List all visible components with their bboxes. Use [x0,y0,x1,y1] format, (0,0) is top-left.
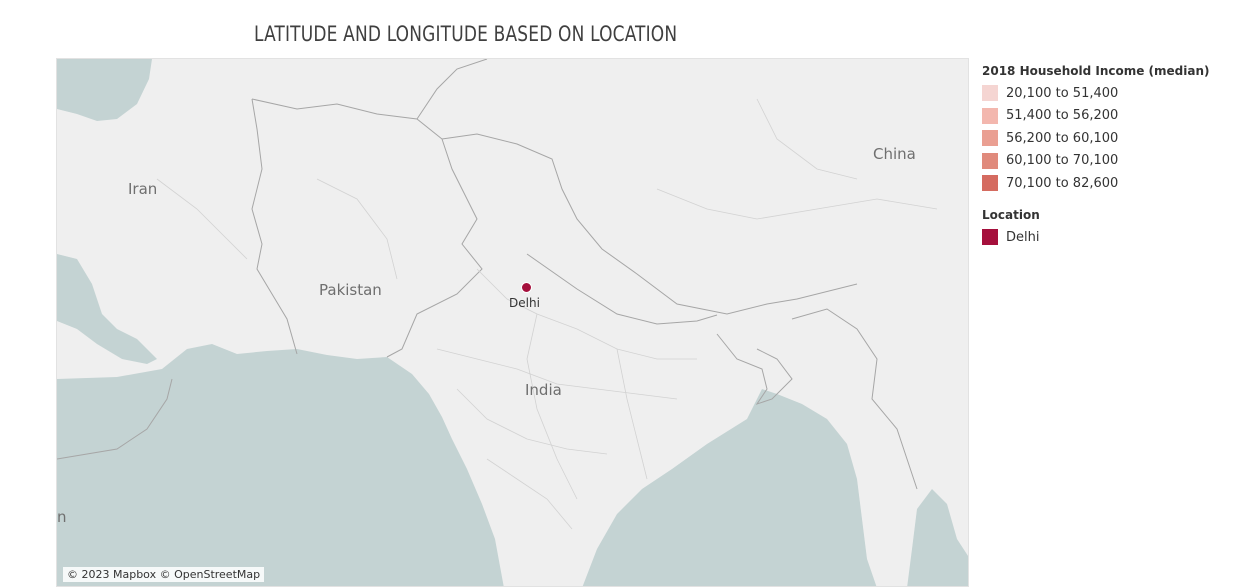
map-label-edge-fragment: n [57,508,67,526]
legend-item[interactable]: 60,100 to 70,100 [982,150,1242,173]
arabian-sea [57,344,504,586]
border-nepal [526,253,718,325]
income-legend: 2018 Household Income (median) 20,100 to… [982,64,1242,195]
legend-item-delhi[interactable]: Delhi [982,226,1242,249]
legend-label: 20,100 to 51,400 [1006,85,1119,101]
map-attribution[interactable]: © 2023 Mapbox © OpenStreetMap [63,567,265,582]
income-legend-title: 2018 Household Income (median) [982,64,1210,78]
andaman-sea [907,489,968,586]
persian-gulf [57,254,157,364]
legend-swatch [982,152,998,169]
legend-label: 70,100 to 82,600 [1006,175,1119,191]
map-marker-delhi[interactable] [521,282,532,293]
legend-swatch [982,175,998,192]
legend-label: 60,100 to 70,100 [1006,153,1119,169]
legend-swatch [982,130,998,147]
legend-swatch [982,85,998,102]
map-label-iran: Iran [128,180,158,198]
border-india-china [441,133,858,315]
border-pakistan-india [386,138,483,358]
legend-item[interactable]: 56,200 to 60,100 [982,127,1242,150]
border-myanmar [791,308,918,490]
caspian-sea [57,59,152,121]
legend-swatch [982,107,998,124]
border-afghanistan [251,98,443,140]
page-title: LATITUDE AND LONGITUDE BASED ON LOCATION [254,22,678,46]
map-marker-label-delhi: Delhi [509,296,540,310]
map-view[interactable]: Iran Pakistan India China n Delhi © 2023… [56,58,969,587]
map-basemap [57,59,968,586]
border-iran-pakistan [251,98,298,355]
legend-swatch [982,229,998,246]
border-oman [57,378,173,460]
border-bangladesh [716,333,793,405]
legend-item[interactable]: 20,100 to 51,400 [982,82,1242,105]
legend-label: Delhi [1006,229,1040,245]
border-tajik [416,59,488,120]
legend-label: 56,200 to 60,100 [1006,130,1119,146]
map-label-china: China [873,145,916,163]
legend-item[interactable]: 70,100 to 82,600 [982,172,1242,195]
location-legend-title: Location [982,208,1040,222]
legend-label: 51,400 to 56,200 [1006,108,1119,124]
map-label-pakistan: Pakistan [319,281,382,299]
bay-of-bengal [582,389,877,586]
map-label-india: India [525,381,562,399]
legend-item[interactable]: 51,400 to 56,200 [982,105,1242,128]
location-legend: Location Delhi [982,208,1242,249]
